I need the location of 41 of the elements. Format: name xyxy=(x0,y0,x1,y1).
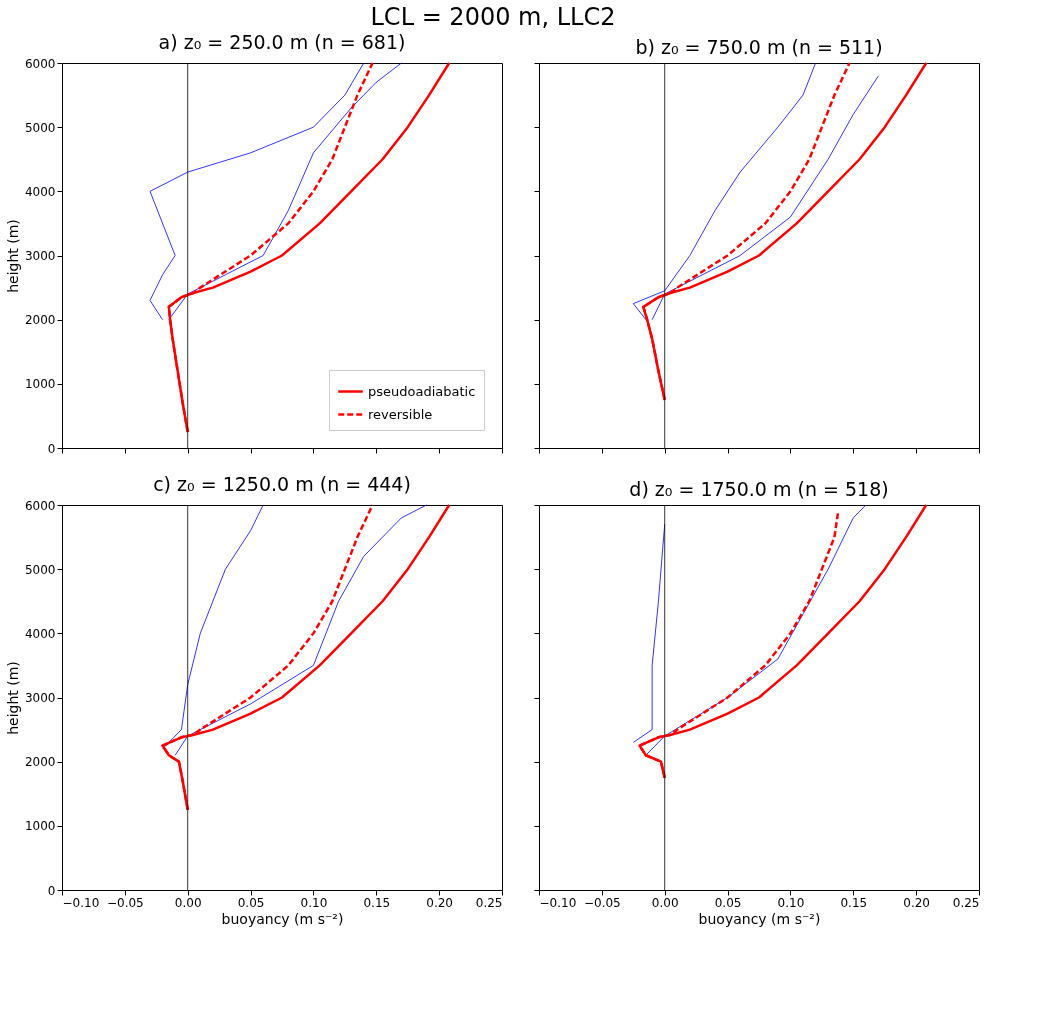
x-tick-label: 0.25 xyxy=(475,895,503,910)
x-tick-label: 0.05 xyxy=(237,895,265,910)
x-tick-label: 0.15 xyxy=(840,895,868,910)
y-tick-label: 0 xyxy=(47,441,56,456)
x-tick-label: 0.00 xyxy=(651,895,679,910)
x-tick-label: −0.05 xyxy=(106,895,144,910)
y-tick-label: 0 xyxy=(47,883,56,898)
y-tick-label: 1000 xyxy=(24,819,56,834)
x-tick-label: −0.10 xyxy=(539,895,577,910)
y-axis-title: height (m) xyxy=(4,219,21,293)
x-tick-label: 0.10 xyxy=(777,895,805,910)
chart-title: d) z₀ = 1750.0 m (n = 518) xyxy=(629,477,889,500)
chart-title: a) z₀ = 250.0 m (n = 681) xyxy=(158,31,406,53)
y-tick-label: 5000 xyxy=(24,120,56,135)
y-tick-label: 2000 xyxy=(24,313,56,328)
y-tick-label: 5000 xyxy=(24,562,56,577)
x-tick-label: 0.20 xyxy=(903,895,930,910)
x-tick-label: 0.10 xyxy=(300,895,328,910)
x-tick-label: −0.05 xyxy=(583,895,621,910)
x-axis-title: buoyancy (m s⁻²) xyxy=(221,910,344,927)
x-tick-label: 0.15 xyxy=(363,895,391,910)
y-axis-title: height (m) xyxy=(4,661,21,735)
y-tick-label: 1000 xyxy=(24,377,56,392)
x-tick-label: 0.05 xyxy=(714,895,742,910)
x-tick-label: −0.10 xyxy=(62,895,100,910)
text: LCL = 2000 m, LLC2 xyxy=(370,2,616,31)
y-tick-label: 4000 xyxy=(24,184,56,199)
x-axis-title: buoyancy (m s⁻²) xyxy=(698,910,821,927)
y-tick-label: 2000 xyxy=(24,755,56,770)
x-tick-label: 0.25 xyxy=(952,895,980,910)
y-tick-label: 3000 xyxy=(24,691,56,705)
y-tick-label: 6000 xyxy=(24,498,56,513)
y-tick-label: 6000 xyxy=(24,56,56,71)
y-tick-label: 4000 xyxy=(24,626,56,641)
x-tick-label: 0.00 xyxy=(174,895,202,910)
chart-title: c) z₀ = 1250.0 m (n = 444) xyxy=(153,473,411,495)
legend-label: pseudoadiabatic xyxy=(368,383,476,399)
x-tick-label: 0.20 xyxy=(426,895,453,910)
chart-title: b) z₀ = 750.0 m (n = 511) xyxy=(635,35,883,58)
y-tick-label: 3000 xyxy=(24,249,56,263)
legend-label: reversible xyxy=(368,406,433,422)
